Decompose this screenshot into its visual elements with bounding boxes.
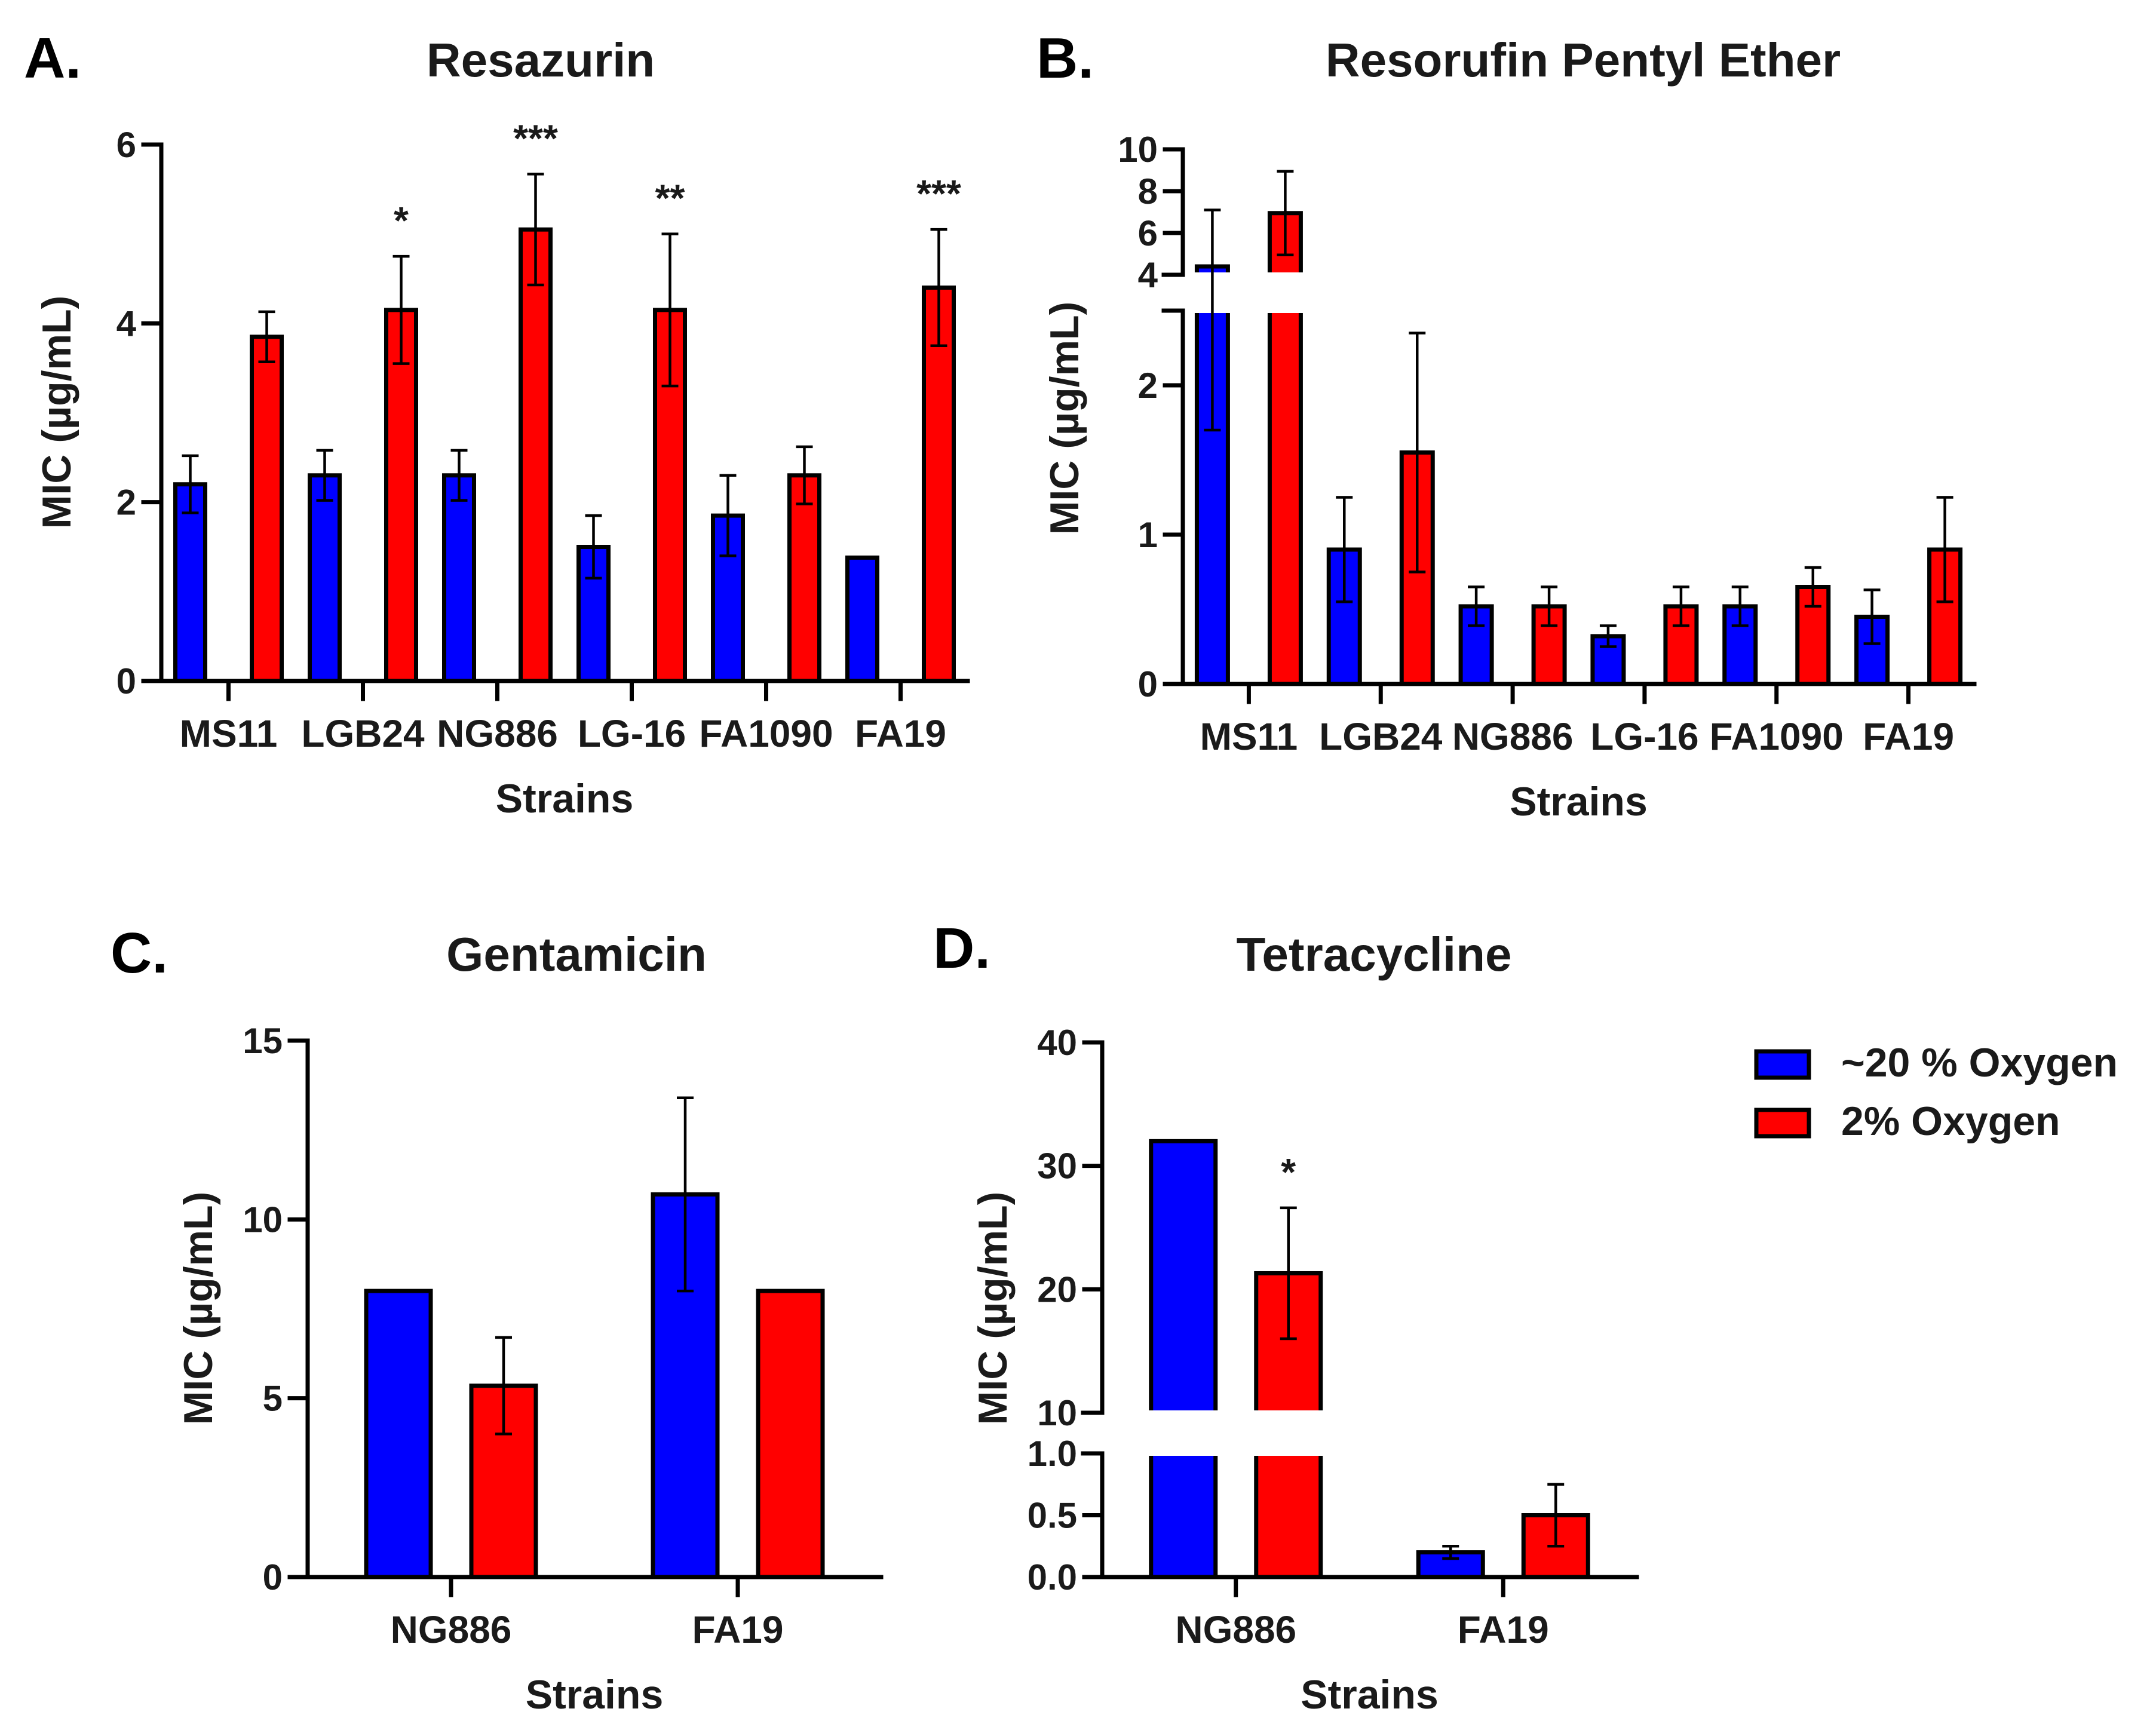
y-tick-label: 10 (1118, 130, 1158, 170)
bar (308, 473, 342, 683)
bar (1722, 604, 1758, 686)
chart-title: Resorufin Pentyl Ether (1326, 33, 1841, 87)
significance-marker: *** (916, 172, 961, 215)
y-tick-label: 2 (116, 483, 136, 523)
y-tick-label: 30 (1037, 1146, 1077, 1186)
bar (442, 473, 476, 683)
category-label: MS11 (1200, 715, 1298, 758)
panel-c: C. Gentamicin MIC (µg/mL) Strains 0 5 10 15 NG88… (111, 921, 884, 1717)
y-tick-label: 0 (1138, 664, 1158, 704)
category-label: LGB24 (1319, 715, 1443, 758)
significance-marker: * (1281, 1151, 1296, 1194)
y-tick-label: 6 (1138, 213, 1158, 253)
y-tick-label: 6 (116, 125, 136, 165)
bar (845, 555, 879, 683)
bar (250, 335, 284, 683)
y-tick-label: 4 (116, 303, 137, 343)
legend: ~20 % Oxygen 2% Oxygen (1754, 1040, 2118, 1144)
category-label: FA19 (1863, 715, 1954, 758)
y-tick-label: 0 (263, 1557, 283, 1597)
panel-a: A. Resazurin MIC (µg/mL) Strains 0 2 4 6 MS11 LGB… (24, 26, 970, 821)
chart-title: Resazurin (427, 33, 655, 87)
panel-letter: A. (24, 26, 81, 90)
x-axis-label: Strains (1510, 779, 1648, 824)
y-tick-label: 15 (243, 1021, 283, 1061)
category-label: FA1090 (699, 712, 833, 755)
category-label: MS11 (180, 712, 278, 755)
category-label: FA19 (692, 1608, 784, 1651)
legend-label: 2% Oxygen (1841, 1099, 2060, 1144)
bar (519, 227, 553, 683)
y-axis-label: MIC (µg/mL) (176, 1192, 221, 1425)
legend-swatch (1754, 1049, 1811, 1080)
y-axis-label: MIC (µg/mL) (1042, 302, 1087, 535)
y-axis-label: MIC (µg/mL) (34, 296, 79, 529)
bar-break-gap (1251, 1410, 1326, 1456)
significance-marker: *** (513, 116, 558, 159)
x-axis-label: Strains (1301, 1672, 1439, 1717)
y-axis-label: MIC (µg/mL) (970, 1192, 1016, 1425)
category-label: NG886 (1452, 715, 1574, 758)
bar (384, 308, 418, 683)
y-tick-label: 10 (243, 1200, 283, 1240)
category-label: NG886 (437, 712, 558, 755)
y-tick-label: 20 (1037, 1269, 1077, 1309)
bar-break-gap (1265, 272, 1306, 313)
category-label: FA19 (855, 712, 946, 755)
y-tick-label: 2 (1138, 366, 1158, 406)
bar (787, 473, 821, 683)
category-label: FA1090 (1710, 715, 1844, 758)
category-label: LG-16 (578, 712, 686, 755)
panel-b: B. Resorufin Pentyl Ether MIC (µg/mL) Strai… (1036, 26, 1977, 824)
panel-d: D. Tetracycline MIC (µg/mL) Strains 0.0 0.5 1.… (933, 916, 1639, 1717)
x-axis-label: Strains (496, 776, 634, 821)
y-tick-label: 0.5 (1028, 1496, 1077, 1536)
y-tick-label: 1 (1138, 515, 1158, 555)
y-tick-label: 40 (1037, 1023, 1077, 1063)
y-tick-label: 8 (1138, 171, 1158, 211)
y-tick-label: 10 (1037, 1393, 1077, 1433)
category-label: LGB24 (301, 712, 425, 755)
x-axis-label: Strains (526, 1672, 664, 1717)
chart-title: Gentamicin (446, 928, 707, 981)
legend-label: ~20 % Oxygen (1841, 1040, 2118, 1085)
y-tick-label: 0 (116, 661, 136, 701)
bar (1149, 1139, 1218, 1579)
significance-marker: ** (655, 177, 685, 220)
legend-swatch (1754, 1108, 1811, 1139)
chart-title: Tetracycline (1237, 928, 1512, 981)
significance-marker: * (394, 199, 409, 242)
category-label: LG-16 (1590, 715, 1698, 758)
category-label: NG886 (391, 1608, 512, 1651)
category-label: NG886 (1175, 1608, 1296, 1651)
y-tick-label: 5 (263, 1379, 283, 1419)
bar (756, 1289, 825, 1579)
y-tick-label: 1.0 (1028, 1434, 1077, 1474)
y-tick-label: 4 (1138, 255, 1158, 295)
panel-letter: C. (111, 921, 168, 985)
category-label: FA19 (1458, 1608, 1549, 1651)
bar (173, 482, 207, 683)
bar (364, 1289, 433, 1579)
panel-letter: D. (933, 916, 990, 980)
bar-break-gap (1146, 1410, 1220, 1456)
panel-letter: B. (1036, 26, 1094, 90)
y-tick-label: 0.0 (1028, 1557, 1077, 1597)
